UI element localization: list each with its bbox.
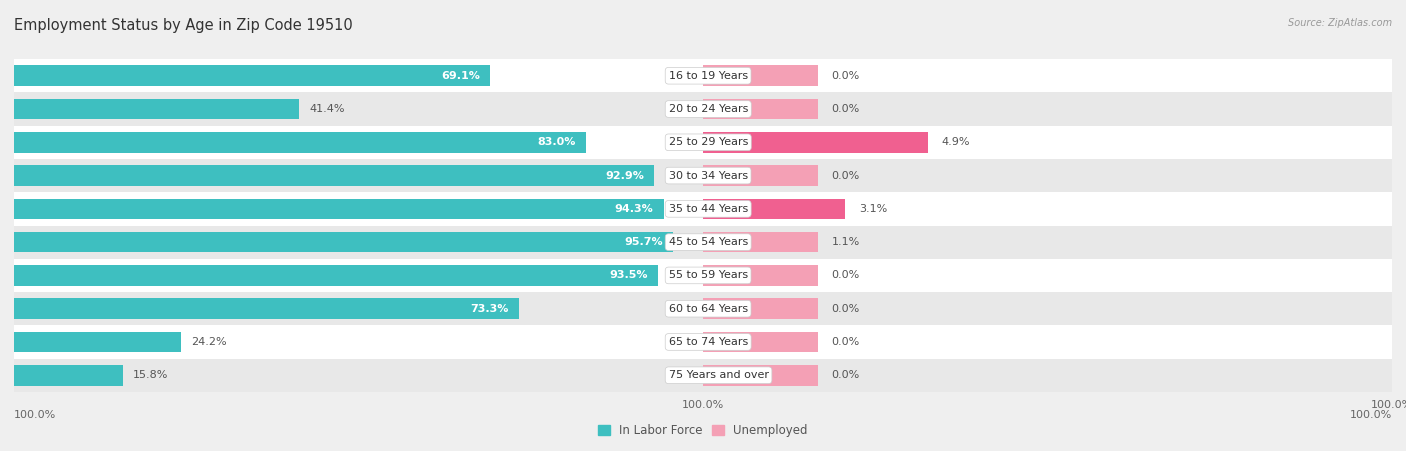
Bar xyxy=(0,292,1406,325)
Text: 16 to 19 Years: 16 to 19 Years xyxy=(669,71,748,81)
Bar xyxy=(0,92,1406,126)
Bar xyxy=(0,59,1406,92)
Bar xyxy=(14,165,654,186)
Text: 75 Years and over: 75 Years and over xyxy=(669,370,769,380)
Text: 24.2%: 24.2% xyxy=(191,337,226,347)
Bar xyxy=(14,265,658,286)
Text: 1.1%: 1.1% xyxy=(831,237,860,247)
Bar xyxy=(14,232,673,253)
Bar xyxy=(0,159,1406,192)
Text: 0.0%: 0.0% xyxy=(831,170,860,180)
Legend: In Labor Force, Unemployed: In Labor Force, Unemployed xyxy=(595,420,811,441)
Text: 93.5%: 93.5% xyxy=(609,271,648,281)
Text: 0.0%: 0.0% xyxy=(831,271,860,281)
Text: 94.3%: 94.3% xyxy=(614,204,654,214)
Text: 83.0%: 83.0% xyxy=(537,137,575,147)
Bar xyxy=(0,359,1406,392)
Text: 4.9%: 4.9% xyxy=(942,137,970,147)
Bar xyxy=(0,159,1406,192)
Text: 0.0%: 0.0% xyxy=(831,104,860,114)
Text: 0.0%: 0.0% xyxy=(831,370,860,380)
Bar xyxy=(0,359,1406,392)
Bar xyxy=(0,259,1406,292)
Bar xyxy=(0,325,1406,359)
Text: 0.0%: 0.0% xyxy=(831,71,860,81)
Bar xyxy=(0,126,1406,159)
Bar xyxy=(703,165,818,186)
Text: 60 to 64 Years: 60 to 64 Years xyxy=(669,304,748,314)
Bar xyxy=(703,299,818,319)
Bar xyxy=(703,65,818,86)
Text: 25 to 29 Years: 25 to 29 Years xyxy=(669,137,748,147)
Text: 65 to 74 Years: 65 to 74 Years xyxy=(669,337,748,347)
Bar xyxy=(0,259,1406,292)
Bar xyxy=(0,226,1406,259)
Text: 92.9%: 92.9% xyxy=(605,170,644,180)
Text: 3.1%: 3.1% xyxy=(859,204,887,214)
Bar xyxy=(14,65,491,86)
Text: 20 to 24 Years: 20 to 24 Years xyxy=(669,104,748,114)
Bar xyxy=(14,198,664,219)
Bar xyxy=(0,92,1406,126)
Text: 55 to 59 Years: 55 to 59 Years xyxy=(669,271,748,281)
Text: 0.0%: 0.0% xyxy=(831,337,860,347)
Bar xyxy=(14,132,586,152)
Text: Source: ZipAtlas.com: Source: ZipAtlas.com xyxy=(1288,18,1392,28)
Bar xyxy=(0,292,1406,325)
Text: 69.1%: 69.1% xyxy=(441,71,479,81)
Bar xyxy=(14,331,181,352)
Bar xyxy=(14,365,122,386)
Bar xyxy=(0,59,1406,92)
Bar xyxy=(0,325,1406,359)
Bar xyxy=(703,265,818,286)
Bar xyxy=(703,232,818,253)
Text: 35 to 44 Years: 35 to 44 Years xyxy=(669,204,748,214)
Text: 73.3%: 73.3% xyxy=(471,304,509,314)
Text: 95.7%: 95.7% xyxy=(624,237,664,247)
Text: 15.8%: 15.8% xyxy=(134,370,169,380)
Bar xyxy=(703,198,845,219)
Text: 0.0%: 0.0% xyxy=(831,304,860,314)
Text: Employment Status by Age in Zip Code 19510: Employment Status by Age in Zip Code 195… xyxy=(14,18,353,33)
Text: 100.0%: 100.0% xyxy=(1350,410,1392,420)
Bar xyxy=(0,192,1406,226)
Bar xyxy=(0,126,1406,159)
Text: 100.0%: 100.0% xyxy=(14,410,56,420)
Bar xyxy=(703,99,818,120)
Bar xyxy=(703,331,818,352)
Text: 30 to 34 Years: 30 to 34 Years xyxy=(669,170,748,180)
Text: 41.4%: 41.4% xyxy=(309,104,344,114)
Bar xyxy=(703,132,928,152)
Bar xyxy=(703,365,818,386)
Bar xyxy=(0,192,1406,226)
Bar xyxy=(14,299,519,319)
Text: 45 to 54 Years: 45 to 54 Years xyxy=(669,237,748,247)
Bar xyxy=(14,99,299,120)
Bar xyxy=(0,226,1406,259)
